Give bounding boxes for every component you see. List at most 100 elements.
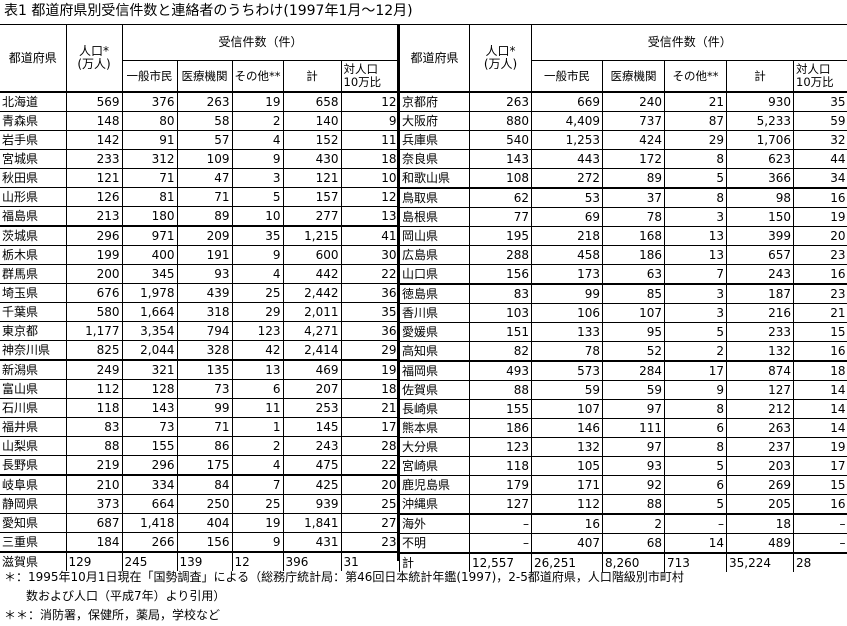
table-row: 兵庫県 540 1,253 424 29 1,706 32 bbox=[399, 130, 847, 150]
cell-total: 35,224 bbox=[726, 552, 794, 572]
cell-name: 埼玉県 bbox=[0, 283, 67, 303]
cell-general: 81 bbox=[121, 187, 178, 207]
table-row: 群馬県 200 345 93 4 442 22 bbox=[0, 264, 400, 284]
cell-medical: 2 bbox=[602, 513, 665, 534]
cell-other: 9 bbox=[231, 245, 284, 265]
cell-name: 福島県 bbox=[0, 206, 67, 226]
cell-medical: 328 bbox=[176, 340, 233, 360]
cell-per: 15 bbox=[793, 475, 847, 495]
col-header-medical: 医療機関 bbox=[176, 60, 233, 93]
cell-pop: 210 bbox=[65, 474, 123, 495]
cell-name: 新潟県 bbox=[0, 359, 67, 380]
cell-general: 1,253 bbox=[531, 130, 603, 150]
cell-pop: 687 bbox=[65, 513, 123, 533]
cell-other: 29 bbox=[664, 130, 727, 150]
cell-total: 150 bbox=[726, 207, 794, 227]
cell-general: 71 bbox=[121, 168, 178, 188]
cell-medical: 284 bbox=[602, 360, 665, 381]
col-header-per: 対人口 10万比 bbox=[793, 60, 847, 93]
cell-per: 20 bbox=[793, 226, 847, 246]
cell-total: 399 bbox=[726, 226, 794, 246]
cell-medical: 186 bbox=[602, 245, 665, 265]
cell-other: 87 bbox=[664, 111, 727, 131]
cell-name: 宮城県 bbox=[0, 149, 67, 169]
cell-medical: 111 bbox=[602, 418, 665, 438]
cell-pop: 142 bbox=[65, 130, 123, 150]
cell-per: 16 bbox=[793, 494, 847, 514]
cell-per: 28 bbox=[340, 436, 400, 456]
cell-pop: 199 bbox=[65, 245, 123, 265]
cell-per: 10 bbox=[340, 168, 400, 188]
cell-general: 4,409 bbox=[531, 111, 603, 131]
cell-per: 19 bbox=[793, 207, 847, 227]
table-row: 岩手県 142 91 57 4 152 11 bbox=[0, 130, 400, 150]
cell-general: 180 bbox=[121, 206, 178, 226]
cell-pop: 123 bbox=[469, 437, 532, 457]
cell-general: 2,044 bbox=[121, 340, 178, 360]
table-row: 秋田県 121 71 47 3 121 10 bbox=[0, 168, 400, 188]
cell-pop: – bbox=[469, 513, 532, 534]
cell-medical: 89 bbox=[602, 168, 665, 188]
cell-total: 874 bbox=[726, 360, 794, 381]
footnote-1: ＊：1995年10月1日現在「国勢調査」による（総務庁統計局：第46回日本統計年… bbox=[4, 570, 684, 584]
cell-medical: 156 bbox=[176, 532, 233, 552]
cell-medical: 78 bbox=[602, 207, 665, 227]
cell-name: 沖縄県 bbox=[399, 494, 470, 514]
cell-other: 4 bbox=[231, 264, 284, 284]
cell-per: 14 bbox=[793, 418, 847, 438]
cell-name: 山梨県 bbox=[0, 436, 67, 456]
cell-name: 岡山県 bbox=[399, 226, 470, 246]
cell-pop: 186 bbox=[469, 418, 532, 438]
cell-other: 9 bbox=[664, 380, 727, 400]
table-row: 徳島県 83 99 85 3 187 23 bbox=[399, 283, 847, 304]
cell-total: 5,233 bbox=[726, 111, 794, 131]
cell-general: 106 bbox=[531, 303, 603, 323]
cell-per: 35 bbox=[340, 302, 400, 322]
cell-general: 312 bbox=[121, 149, 178, 169]
cell-total: 277 bbox=[282, 206, 342, 226]
col-header-pop: 人口* (万人) bbox=[65, 24, 123, 93]
cell-general: 1,418 bbox=[121, 513, 178, 533]
table-row: 愛知県 687 1,418 404 19 1,841 27 bbox=[0, 513, 400, 533]
cell-general: 218 bbox=[531, 226, 603, 246]
cell-other: 42 bbox=[231, 340, 284, 360]
cell-total: 263 bbox=[726, 418, 794, 438]
cell-other: 14 bbox=[664, 533, 727, 553]
cell-name: 群馬県 bbox=[0, 264, 67, 284]
cell-pop: 493 bbox=[469, 360, 532, 381]
cell-total: 269 bbox=[726, 475, 794, 495]
table-row: 岡山県 195 218 168 13 399 20 bbox=[399, 226, 847, 246]
cell-per: 29 bbox=[340, 340, 400, 360]
cell-total: 2,011 bbox=[282, 302, 342, 322]
footnote-2: ＊＊：消防署，保健所，薬局，学校など bbox=[4, 608, 221, 622]
cell-name: 石川県 bbox=[0, 398, 67, 418]
cell-medical: 97 bbox=[602, 399, 665, 419]
cell-medical: 794 bbox=[176, 321, 233, 341]
cell-medical: 88 bbox=[602, 494, 665, 514]
cell-name: 鳥取県 bbox=[399, 187, 470, 208]
cell-total: 233 bbox=[726, 322, 794, 342]
cell-pop: 179 bbox=[469, 475, 532, 495]
cell-general: 458 bbox=[531, 245, 603, 265]
cell-general: 128 bbox=[121, 379, 178, 399]
cell-pop: 148 bbox=[65, 111, 123, 131]
cell-medical: 73 bbox=[176, 379, 233, 399]
cell-name: 三重県 bbox=[0, 532, 67, 552]
cell-name: 秋田県 bbox=[0, 168, 67, 188]
cell-pop: 676 bbox=[65, 283, 123, 303]
cell-general: 296 bbox=[121, 455, 178, 475]
cell-name: 海外 bbox=[399, 513, 470, 534]
table-row: 栃木県 199 400 191 9 600 30 bbox=[0, 245, 400, 265]
cell-name: 鹿児島県 bbox=[399, 475, 470, 495]
cell-total: 140 bbox=[282, 111, 342, 131]
table-row: 不明 –407 68 14 489– bbox=[399, 533, 847, 553]
cell-other: 3 bbox=[664, 283, 727, 304]
cell-name: 香川県 bbox=[399, 303, 470, 323]
cell-other: 1 bbox=[231, 417, 284, 437]
cell-medical: 439 bbox=[176, 283, 233, 303]
cell-general: 171 bbox=[531, 475, 603, 495]
cell-general: 59 bbox=[531, 380, 603, 400]
cell-other: 8 bbox=[664, 437, 727, 457]
table-row: 富山県 112 128 73 6 207 18 bbox=[0, 379, 400, 399]
cell-general: 133 bbox=[531, 322, 603, 342]
